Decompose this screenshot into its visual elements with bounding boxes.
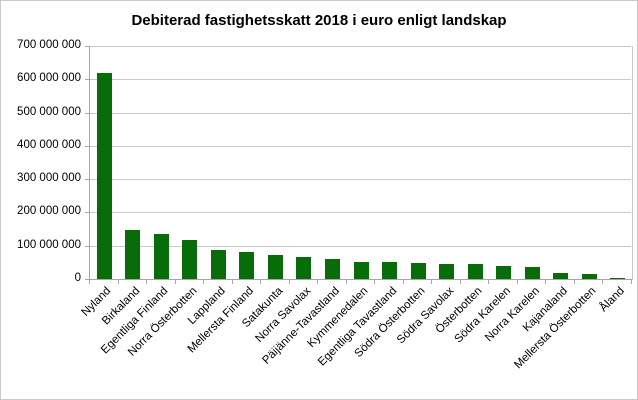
bar-egentliga-tavastland (382, 262, 398, 279)
bar-s-dra-savolax (439, 264, 455, 279)
gridline (89, 79, 631, 81)
x-tick-label-text: Åland (597, 285, 628, 315)
bar-norra-sterbotten (182, 240, 198, 279)
y-tick-label: 700 000 000 (17, 39, 81, 51)
y-tick-label: 300 000 000 (17, 172, 81, 185)
x-axis-tick (545, 279, 547, 284)
x-axis-tick (117, 279, 119, 284)
chart-title: Debiterad fastighetsskatt 2018 i euro en… (131, 12, 507, 29)
y-tick-label: 200 000 000 (17, 205, 81, 218)
x-axis-tick (488, 279, 490, 284)
x-axis-tick (203, 279, 205, 284)
gridline (89, 46, 631, 47)
bar-birkaland (125, 230, 141, 279)
y-axis-tick (85, 279, 89, 280)
y-tick-label: 500 000 000 (17, 105, 81, 118)
bar-mellersta-finland (239, 252, 255, 279)
gridline (89, 145, 631, 147)
y-tick-label: 400 000 000 (17, 138, 81, 151)
bar-kajanaland (553, 273, 569, 279)
y-axis-tick (85, 46, 89, 47)
bar-nyland (96, 73, 112, 279)
bar-mellersta-sterbotten (581, 274, 597, 279)
gridline (89, 179, 631, 181)
y-axis-tick (85, 212, 89, 214)
bar-satakunta (267, 255, 283, 279)
x-axis-tick (231, 279, 233, 284)
y-axis-tick (85, 112, 89, 114)
bar-s-dra-sterbotten (410, 263, 426, 279)
y-tick-label: 100 000 000 (17, 238, 81, 251)
x-axis-tick (602, 279, 604, 284)
x-axis-tick (431, 279, 433, 284)
plot-area (89, 46, 633, 280)
bar-p-ij-nne-tavastland (324, 259, 340, 279)
bar-norra-savolax (296, 257, 312, 279)
gridline (89, 245, 631, 247)
y-tick-label: 600 000 000 (17, 72, 81, 85)
x-axis-tick (288, 279, 290, 284)
x-axis-tick (146, 279, 148, 284)
bar-kymmenedalen (353, 262, 369, 279)
x-axis-tick (516, 279, 518, 284)
y-axis-tick (85, 145, 89, 147)
bar--sterbotten (467, 264, 483, 279)
bar-s-dra-karelen (496, 266, 512, 279)
gridline (89, 112, 631, 114)
bar-egentliga-finland (153, 234, 169, 279)
x-axis-tick (345, 279, 347, 284)
y-axis-tick (85, 79, 89, 81)
x-axis-tick (631, 279, 632, 284)
x-axis-tick (374, 279, 376, 284)
y-axis-tick (85, 179, 89, 181)
x-axis-tick (89, 279, 90, 284)
bar-lappland (210, 250, 226, 279)
x-axis-tick (402, 279, 404, 284)
x-axis-tick (174, 279, 176, 284)
gridline (89, 212, 631, 214)
x-axis-tick (459, 279, 461, 284)
bar-norra-karelen (524, 267, 540, 279)
x-axis-tick (317, 279, 319, 284)
x-axis-tick (260, 279, 262, 284)
x-axis-tick (573, 279, 575, 284)
bar--land (610, 278, 626, 279)
y-axis-tick (85, 245, 89, 247)
y-tick-label: 0 (74, 272, 81, 284)
